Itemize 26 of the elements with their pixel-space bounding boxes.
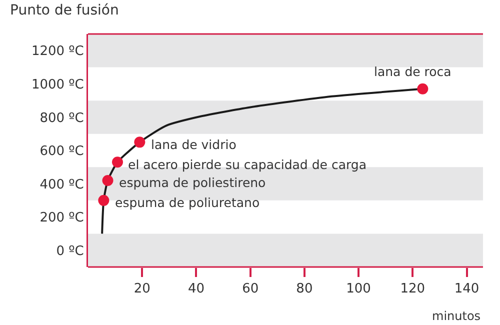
y-tick-label: 600 ºC <box>40 144 84 160</box>
x-tick-label: 20 <box>134 282 150 297</box>
annotation: lana de roca <box>374 64 452 79</box>
y-tick-label: 0 ºC <box>56 244 84 259</box>
x-tick-label: 40 <box>188 282 204 297</box>
x-axis-title: minutos <box>432 309 481 323</box>
y-tick-label: 1200 ºC <box>31 44 84 60</box>
x-tick-label: 80 <box>296 282 313 297</box>
chart-title: Punto de fusión <box>10 2 119 19</box>
annotation: espuma de poliuretano <box>115 195 260 210</box>
point <box>98 194 110 206</box>
point <box>134 136 146 148</box>
y-tick-label: 400 ºC <box>40 177 84 192</box>
y-tick-label: 200 ºC <box>40 210 84 226</box>
x-tick-label: 140 <box>454 282 480 297</box>
point <box>112 156 123 168</box>
x-tick-label: 100 <box>346 282 371 297</box>
y-tick-label: 1000 ºC <box>31 77 84 92</box>
x-tick-label: 120 <box>400 282 426 297</box>
annotation: espuma de poliestireno <box>119 175 266 190</box>
annotation: el acero pierde su capacidad de carga <box>128 157 366 172</box>
x-tick-label: 60 <box>242 282 259 297</box>
y-tick-label: 800 ºC <box>40 110 84 126</box>
point <box>417 83 428 94</box>
point <box>102 174 114 186</box>
annotation: lana de vidrio <box>151 137 236 152</box>
